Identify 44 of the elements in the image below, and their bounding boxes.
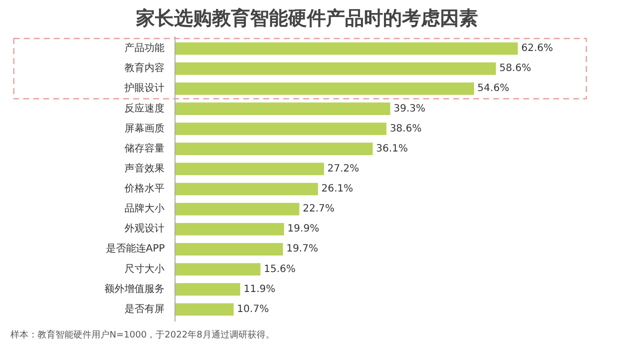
data-label: 19.7% xyxy=(286,244,318,255)
y-tick-label: 声音效果 xyxy=(124,162,165,174)
y-tick-label: 护眼设计 xyxy=(124,82,165,94)
y-tick-label: 额外增值服务 xyxy=(104,282,165,295)
bar xyxy=(175,182,318,196)
y-tick-label: 外观设计 xyxy=(124,222,165,235)
data-label: 22.7% xyxy=(302,204,335,215)
bar xyxy=(175,162,324,176)
y-tick-label: 是否能连APP xyxy=(106,242,165,255)
data-label: 26.1% xyxy=(321,184,354,195)
y-tick-label: 品牌大小 xyxy=(124,202,165,215)
y-tick-label: 尺寸大小 xyxy=(124,262,165,275)
data-label: 39.3% xyxy=(394,103,426,114)
data-label: 10.7% xyxy=(237,304,269,315)
bar xyxy=(175,82,474,95)
data-label: 11.9% xyxy=(244,284,276,295)
bar xyxy=(175,122,386,136)
bar xyxy=(175,102,390,115)
data-label: 15.6% xyxy=(264,264,296,275)
bar xyxy=(175,62,496,75)
y-tick-label: 价格水平 xyxy=(124,182,165,195)
data-label: 62.6% xyxy=(521,43,554,54)
data-label: 27.2% xyxy=(327,163,360,174)
bar xyxy=(175,142,373,156)
y-tick-label: 屏幕画质 xyxy=(124,122,165,134)
y-tick-label: 教育内容 xyxy=(124,62,165,74)
y-tick-label: 产品功能 xyxy=(124,42,165,54)
bar xyxy=(175,202,300,216)
bar xyxy=(175,42,518,55)
data-label: 36.1% xyxy=(376,143,408,154)
data-label: 38.6% xyxy=(390,123,422,134)
data-label: 54.6% xyxy=(477,83,510,94)
bar xyxy=(175,243,283,256)
bar xyxy=(175,222,284,236)
bar xyxy=(175,303,234,316)
data-label: 19.9% xyxy=(287,224,320,235)
y-tick-label: 是否有屏 xyxy=(124,302,165,315)
chart-title: 家长选购教育智能硬件产品时的考虑因素 xyxy=(135,8,478,30)
bar xyxy=(175,283,240,296)
bar xyxy=(175,263,260,276)
text: 样本：教育智能硬件用户N=1000，于2022年8月通过调研获得。 xyxy=(10,330,274,340)
data-label: 58.6% xyxy=(499,63,532,74)
y-tick-label: 反应速度 xyxy=(124,102,165,114)
y-tick-label: 储存容量 xyxy=(124,142,165,154)
